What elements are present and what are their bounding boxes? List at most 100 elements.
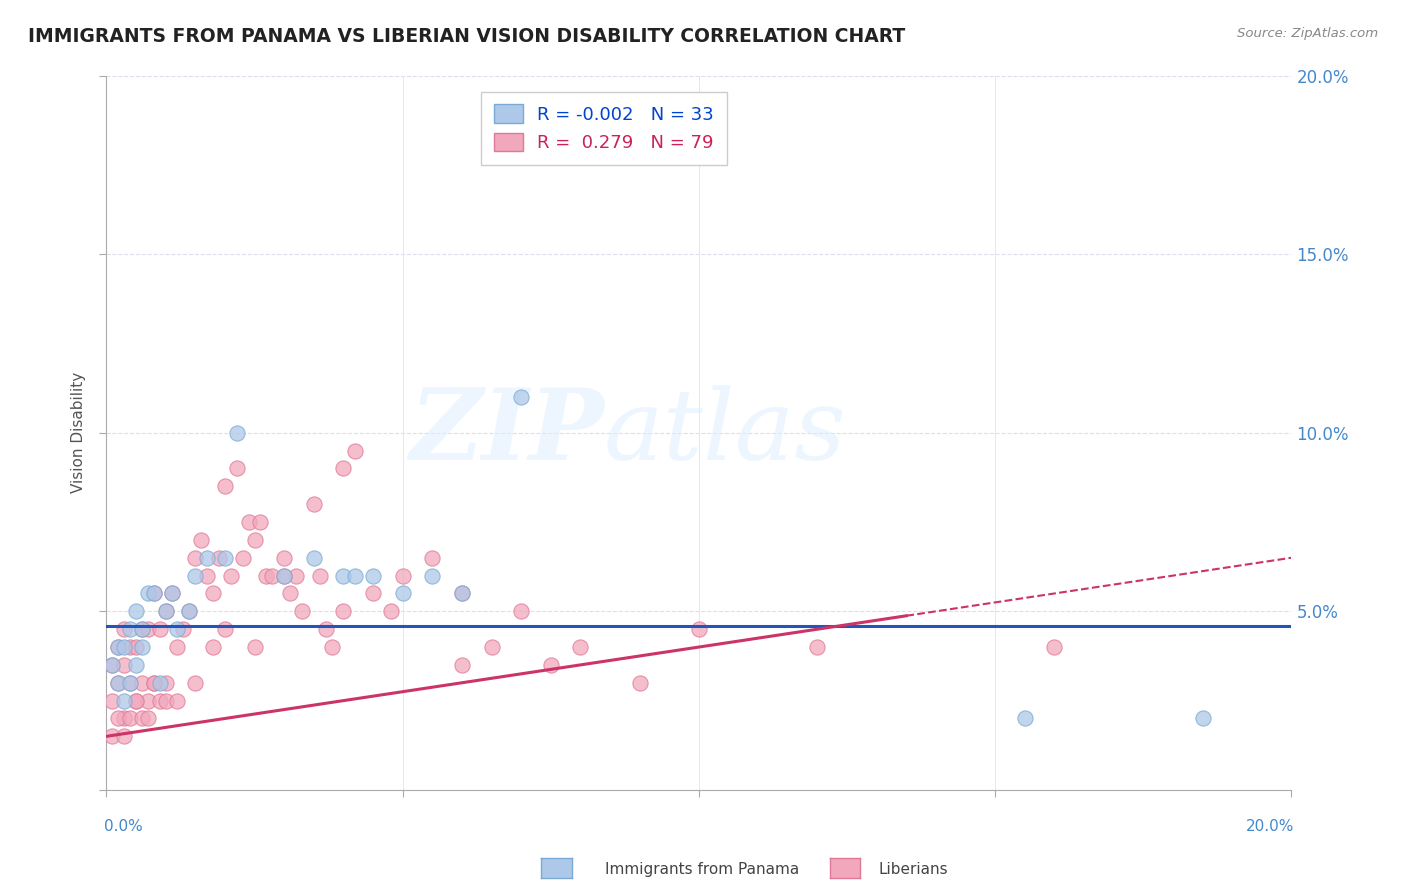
Point <box>238 515 260 529</box>
Text: atlas: atlas <box>605 385 846 481</box>
Point <box>107 640 129 654</box>
Point <box>225 425 247 440</box>
Point <box>136 586 159 600</box>
Point <box>214 479 236 493</box>
Point <box>142 675 165 690</box>
Point <box>302 497 325 511</box>
Point <box>120 640 142 654</box>
Point <box>155 604 177 618</box>
Point <box>131 675 153 690</box>
Point <box>391 568 413 582</box>
Point <box>361 586 384 600</box>
Point <box>107 711 129 725</box>
Point <box>155 675 177 690</box>
Point <box>214 550 236 565</box>
Point <box>315 622 337 636</box>
Point <box>184 675 207 690</box>
Point <box>179 604 201 618</box>
Point <box>451 657 474 672</box>
Point <box>131 640 153 654</box>
Point <box>302 550 325 565</box>
Point <box>166 693 188 707</box>
Point <box>107 675 129 690</box>
Point <box>101 657 124 672</box>
Point <box>510 604 533 618</box>
Point <box>688 622 710 636</box>
Point <box>308 568 330 582</box>
Point <box>125 693 148 707</box>
Point <box>380 604 402 618</box>
Text: 20.0%: 20.0% <box>1246 819 1294 833</box>
Text: Source: ZipAtlas.com: Source: ZipAtlas.com <box>1237 27 1378 40</box>
Point <box>125 604 148 618</box>
Point <box>273 550 295 565</box>
Point <box>481 640 503 654</box>
Point <box>112 729 135 743</box>
Point <box>142 586 165 600</box>
Point <box>125 640 148 654</box>
Text: 0.0%: 0.0% <box>104 819 143 833</box>
Point <box>184 550 207 565</box>
Point <box>166 640 188 654</box>
Point <box>202 586 225 600</box>
Point <box>361 568 384 582</box>
Point <box>125 693 148 707</box>
Point <box>101 729 124 743</box>
Point <box>149 693 172 707</box>
Point <box>278 586 301 600</box>
Point <box>510 390 533 404</box>
Point <box>344 568 367 582</box>
Point <box>1043 640 1066 654</box>
Point <box>190 533 212 547</box>
Point <box>184 568 207 582</box>
Point <box>249 515 271 529</box>
Point <box>540 657 562 672</box>
Point <box>420 550 443 565</box>
Point <box>112 657 135 672</box>
Point <box>273 568 295 582</box>
Point <box>160 586 183 600</box>
Text: Liberians: Liberians <box>879 863 949 877</box>
Point <box>149 675 172 690</box>
Point <box>321 640 343 654</box>
Point <box>120 675 142 690</box>
Point <box>628 675 651 690</box>
Point <box>107 675 129 690</box>
Point <box>112 693 135 707</box>
Point <box>172 622 194 636</box>
Point <box>451 586 474 600</box>
Point <box>136 622 159 636</box>
Point <box>1014 711 1036 725</box>
Point <box>262 568 284 582</box>
Point <box>254 568 277 582</box>
Point <box>219 568 242 582</box>
Point <box>451 586 474 600</box>
Point <box>214 622 236 636</box>
Point <box>285 568 308 582</box>
Point <box>332 604 354 618</box>
Point <box>1191 711 1213 725</box>
Point <box>120 622 142 636</box>
Point <box>273 568 295 582</box>
Point <box>131 622 153 636</box>
Point <box>120 675 142 690</box>
Point <box>179 604 201 618</box>
Point <box>101 693 124 707</box>
Point <box>232 550 254 565</box>
Point <box>332 461 354 475</box>
Point <box>142 675 165 690</box>
Point <box>344 443 367 458</box>
Point <box>806 640 828 654</box>
Text: Immigrants from Panama: Immigrants from Panama <box>605 863 799 877</box>
Point <box>136 693 159 707</box>
Point <box>136 711 159 725</box>
Point <box>131 622 153 636</box>
Point <box>243 640 266 654</box>
Point <box>155 693 177 707</box>
Point <box>195 568 218 582</box>
Point <box>569 640 592 654</box>
Legend: R = -0.002   N = 33, R =  0.279   N = 79: R = -0.002 N = 33, R = 0.279 N = 79 <box>481 92 727 165</box>
Point <box>155 604 177 618</box>
Point <box>195 550 218 565</box>
Point <box>107 640 129 654</box>
